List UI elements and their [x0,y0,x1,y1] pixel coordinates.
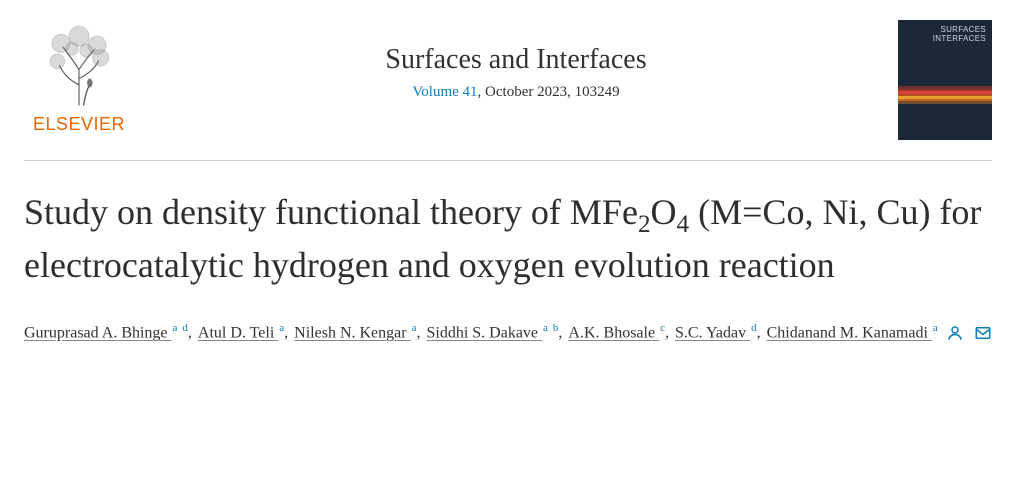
author-link[interactable]: Guruprasad A. Bhinge [24,324,172,341]
cover-title: SURFACES INTERFACES [933,26,986,44]
affiliation-superscript[interactable]: a [173,322,178,334]
author-link[interactable]: Chidanand M. Kanamadi [767,324,932,341]
author-separator: , [665,324,673,341]
corresponding-author-icons [946,324,992,342]
author-link[interactable]: A.K. Bhosale [568,324,659,341]
author-separator: , [416,324,424,341]
cover-decoration [898,86,992,110]
affiliation-superscript[interactable]: d [751,322,757,334]
elsevier-tree-icon [34,20,124,110]
publisher-name: ELSEVIER [33,114,125,135]
volume-link[interactable]: Volume 41 [412,84,477,100]
author-separator: , [284,324,292,341]
author-separator: , [558,324,566,341]
author-link[interactable]: S.C. Yadav [675,324,750,341]
publisher-logo[interactable]: ELSEVIER [24,20,134,135]
issue-date-text: , October 2023, 103249 [478,84,620,100]
author-link[interactable]: Siddhi S. Dakave [426,324,542,341]
journal-name[interactable]: Surfaces and Interfaces [134,44,898,76]
person-icon[interactable] [946,324,964,342]
journal-info: Surfaces and Interfaces Volume 41, Octob… [134,20,898,101]
article-title: Study on density functional theory of MF… [24,189,992,289]
journal-cover-thumbnail[interactable]: SURFACES INTERFACES [898,20,992,140]
author-list: Guruprasad A. Bhinge a d, Atul D. Teli a… [24,317,992,349]
author-link[interactable]: Nilesh N. Kengar [294,324,410,341]
author-separator: , [188,324,196,341]
article-header: ELSEVIER Surfaces and Interfaces Volume … [24,20,992,161]
mail-icon[interactable] [974,324,992,342]
affiliation-superscript[interactable]: a [543,322,548,334]
affiliation-superscript[interactable]: a [933,322,938,334]
issue-line: Volume 41, October 2023, 103249 [134,84,898,101]
author-link[interactable]: Atul D. Teli [198,324,278,341]
author-separator: , [757,324,765,341]
